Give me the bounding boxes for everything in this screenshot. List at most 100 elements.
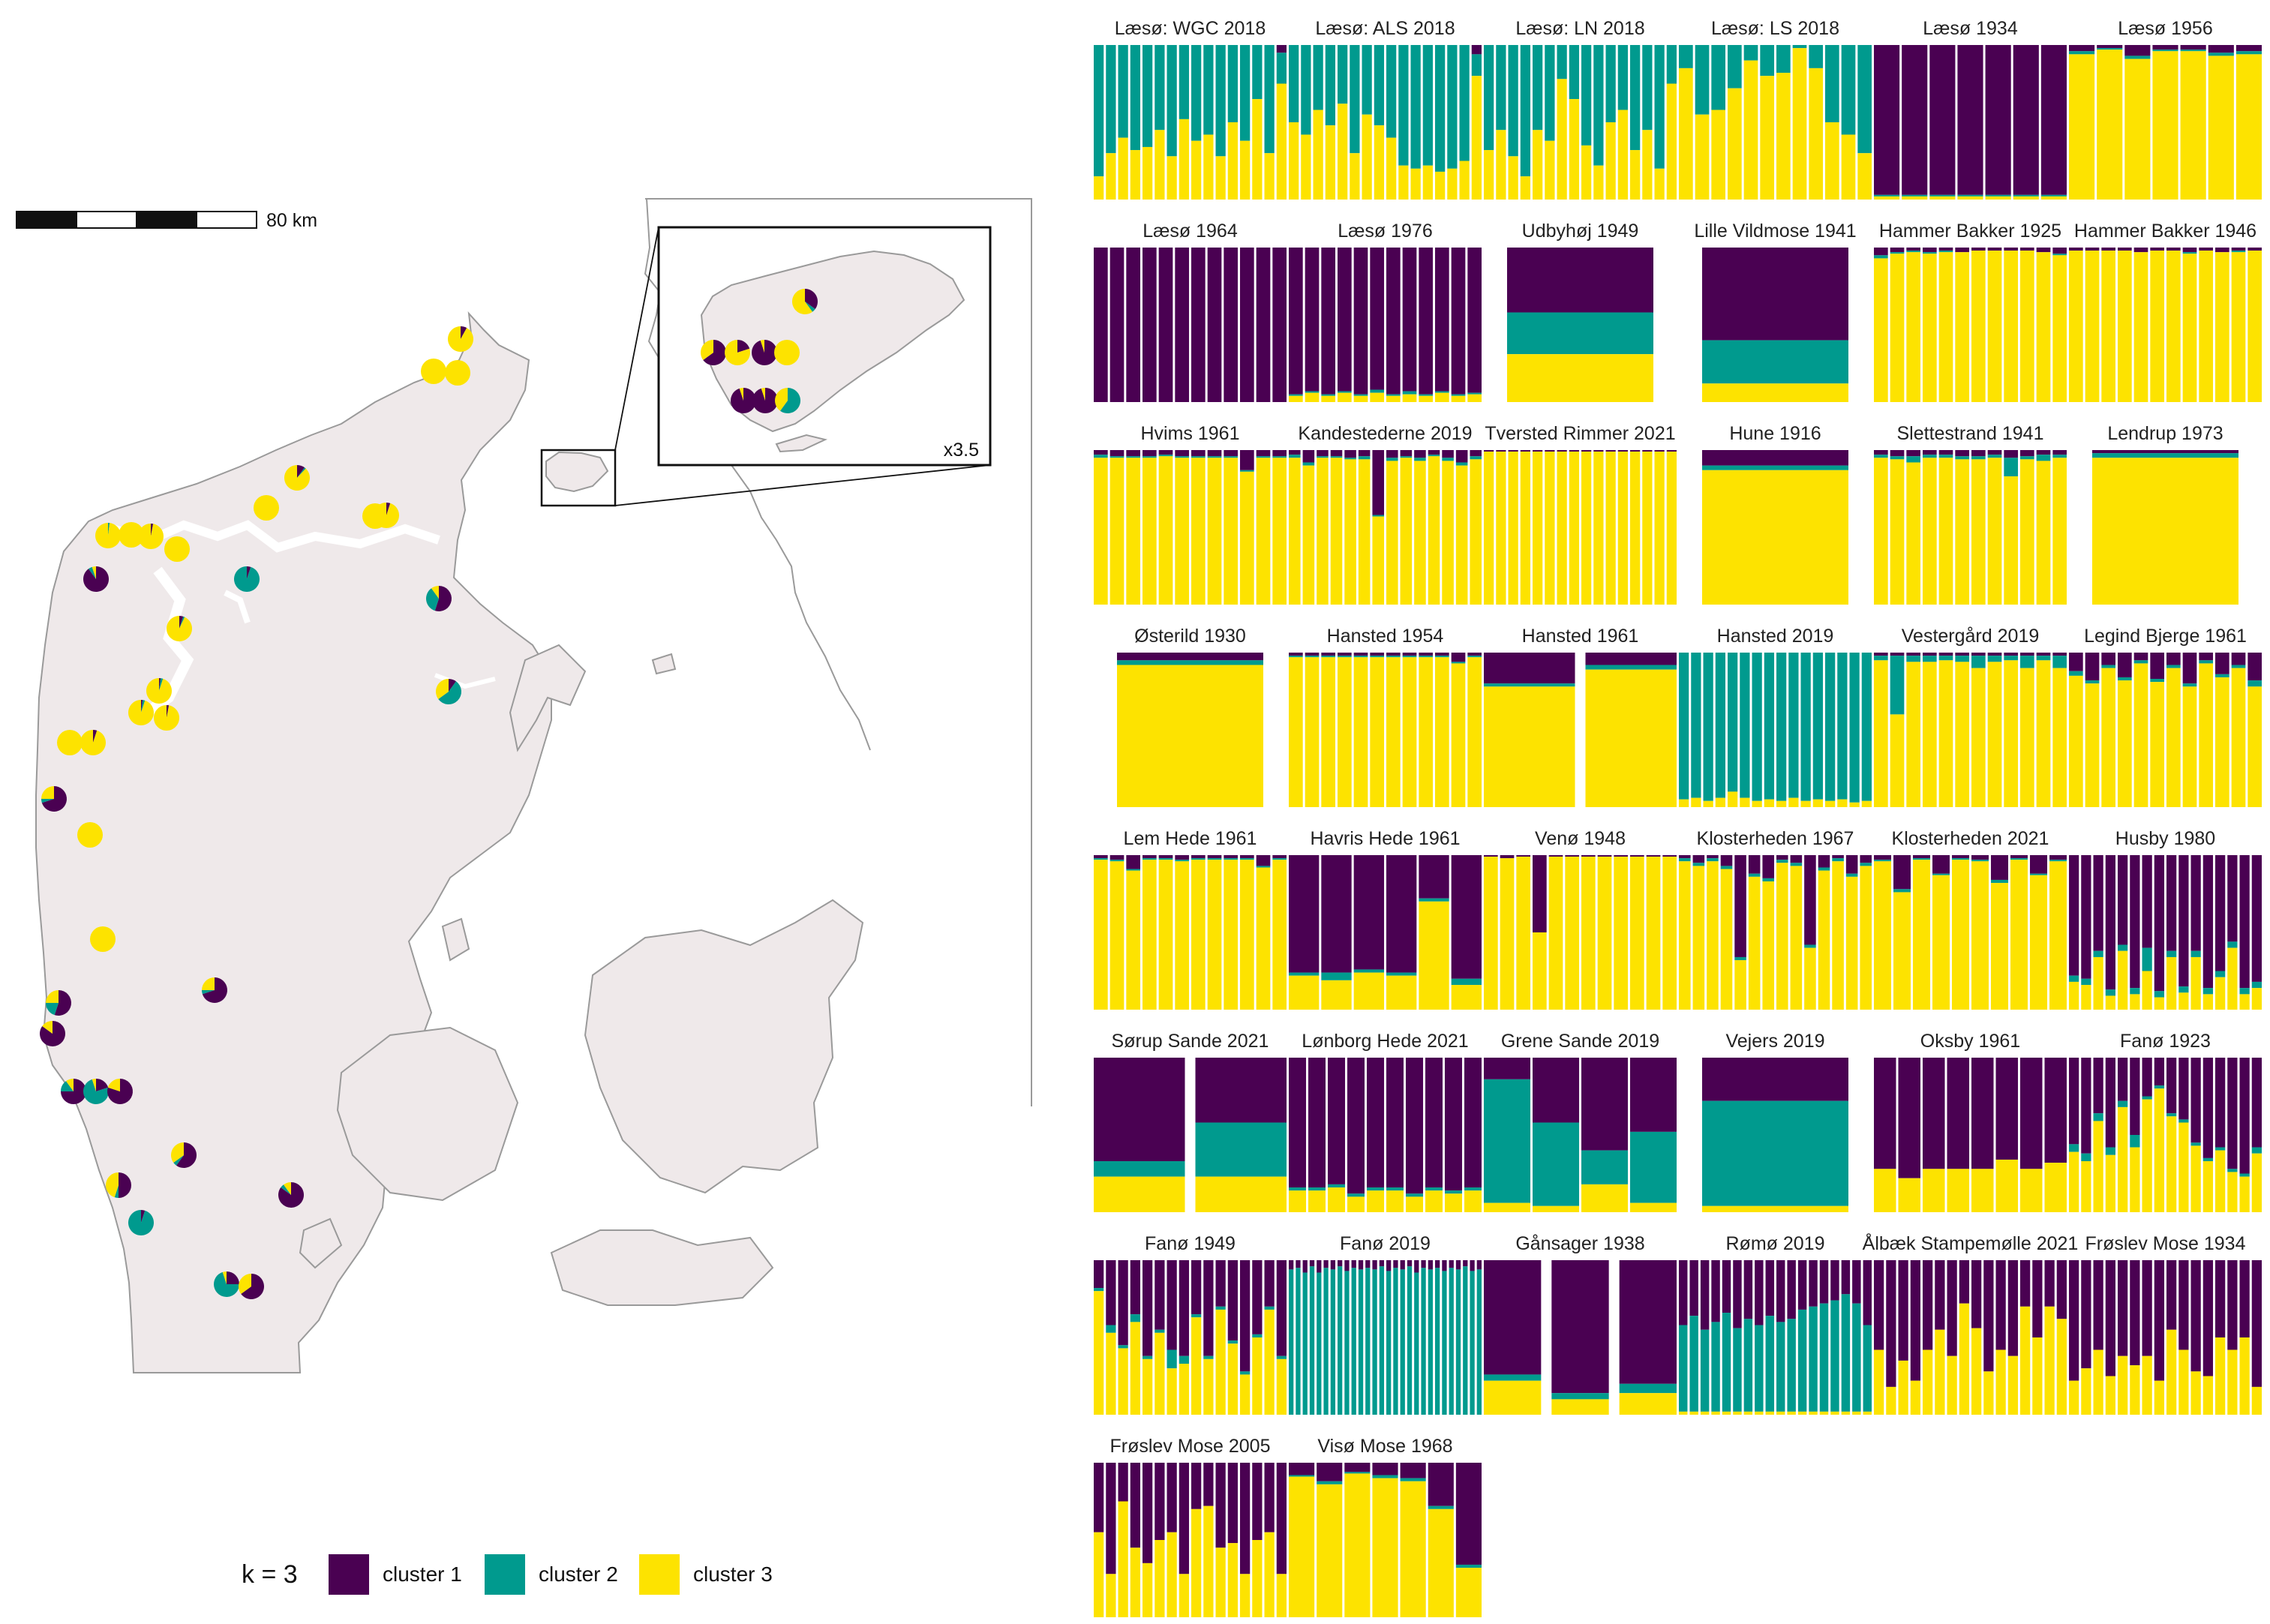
ancestry-bar-segment-cluster3	[1143, 146, 1153, 200]
ancestry-bar-segment-cluster3	[1642, 130, 1653, 200]
ancestry-bar-segment-cluster1	[2020, 1260, 2031, 1307]
ancestry-bar-segment-cluster2	[1819, 1303, 1829, 1412]
pie-slice-cluster3	[774, 340, 800, 365]
ancestry-bar-segment-cluster1	[1722, 1260, 1731, 1313]
ancestry-bar-segment-cluster1	[2020, 248, 2034, 251]
ancestry-bar-segment-cluster2	[1400, 456, 1413, 458]
ancestry-bar-segment-cluster3	[1143, 1358, 1153, 1415]
ancestry-bar-segment-cluster2	[2133, 660, 2148, 664]
ancestry-bar-segment-cluster1	[1175, 450, 1189, 457]
ancestry-bar-segment-cluster1	[2081, 855, 2091, 979]
ancestry-bar-segment-cluster2	[1449, 1268, 1454, 1415]
site-pie	[57, 730, 83, 755]
ancestry-bar-segment-cluster1	[1841, 1260, 1851, 1295]
ancestry-bar-segment-cluster3	[2247, 251, 2262, 402]
ancestry-bar-segment-cluster3	[1923, 1169, 1945, 1212]
ancestry-bar-segment-cluster3	[1455, 1568, 1482, 1617]
site-pie	[791, 289, 818, 314]
ancestry-bar-segment-cluster1	[2152, 45, 2178, 50]
ancestry-bar-segment-cluster2	[2030, 873, 2047, 875]
ancestry-bar-segment-cluster1	[1995, 1260, 2006, 1350]
ancestry-bar-segment-cluster1	[2247, 248, 2262, 251]
ancestry-bar-segment-cluster2	[1748, 873, 1761, 877]
site-pie	[107, 1079, 133, 1104]
site-pie	[95, 522, 122, 548]
ancestry-bar-segment-cluster2	[1617, 45, 1628, 110]
ancestry-bar-segment-cluster2	[1386, 45, 1397, 138]
ancestry-bar-segment-cluster3	[1743, 60, 1758, 200]
pie-slice-cluster1	[40, 1020, 66, 1046]
ancestry-bar-segment-cluster2	[1317, 456, 1329, 458]
als-island	[299, 1217, 343, 1269]
ancestry-bar-segment-cluster2	[2036, 455, 2051, 461]
ancestry-bar-segment-cluster3	[2154, 1380, 2164, 1415]
ancestry-bar-segment-cluster1	[1619, 1260, 1677, 1384]
ancestry-bar-segment-cluster2	[1776, 860, 1788, 863]
ancestry-bar-segment-cluster1	[1224, 248, 1238, 402]
ancestry-bar-segment-cluster2	[1240, 470, 1254, 472]
site-pie	[426, 586, 452, 611]
ancestry-bar-segment-cluster3	[1929, 196, 1956, 200]
ancestry-bar-segment-cluster2	[2239, 988, 2250, 995]
ancestry-bar-segment-cluster1	[1203, 1260, 1214, 1356]
ancestry-bar-segment-cluster3	[1227, 1343, 1238, 1415]
ancestry-bar-segment-cluster1	[1987, 248, 2002, 251]
ancestry-bar-segment-cluster1	[1308, 1058, 1326, 1188]
ancestry-bar-segment-cluster3	[1215, 1309, 1226, 1415]
ancestry-bar-segment-cluster3	[1545, 140, 1555, 200]
ancestry-bar-segment-cluster3	[2049, 861, 2067, 1010]
ancestry-bar-segment-cluster3	[1666, 83, 1677, 200]
ancestry-bar-segment-cluster2	[1289, 45, 1299, 122]
ancestry-bar-segment-cluster2	[1158, 455, 1173, 457]
ancestry-bar-segment-cluster1	[1923, 450, 1937, 455]
ancestry-bar-segment-cluster1	[2004, 248, 2018, 251]
ancestry-bar-segment-cluster1	[1455, 1260, 1461, 1270]
ancestry-bar-segment-cluster2	[1252, 1334, 1263, 1337]
ancestry-bar-segment-cluster3	[1874, 196, 1900, 200]
ancestry-bar-segment-cluster1	[1143, 1260, 1153, 1356]
ancestry-bar-segment-cluster3	[1353, 657, 1368, 807]
ancestry-bar-segment-cluster3	[1207, 458, 1222, 605]
ancestry-bar-segment-cluster3	[1459, 161, 1470, 200]
ancestry-bar-segment-cluster1	[1094, 1260, 1104, 1289]
ancestry-bar-segment-cluster3	[1305, 657, 1320, 807]
ancestry-bar-segment-cluster2	[1118, 45, 1128, 138]
ancestry-bar-segment-cluster1	[2130, 855, 2140, 989]
ancestry-bar-segment-cluster2	[1792, 45, 1807, 49]
ancestry-bar-segment-cluster1	[1809, 1260, 1818, 1307]
ancestry-bar-segment-cluster3	[2239, 1337, 2250, 1415]
ancestry-bar-segment-cluster3	[2081, 985, 2091, 1010]
ancestry-bar-segment-cluster1	[1533, 1058, 1579, 1123]
ancestry-bar-segment-cluster3	[1898, 1178, 1920, 1212]
ancestry-bar-segment-cluster1	[1207, 450, 1222, 457]
ancestry-bar-segment-cluster2	[1302, 1272, 1308, 1415]
inset-locator-box	[540, 449, 617, 507]
scale-bar-label: 80 km	[266, 210, 317, 231]
ancestry-bar-segment-cluster3	[1790, 866, 1803, 1010]
ancestry-bar-segment-cluster1	[1630, 450, 1641, 452]
ancestry-bar-segment-cluster3	[1642, 452, 1653, 605]
ancestry-bar-segment-cluster3	[1679, 1411, 1688, 1415]
ancestry-bar-segment-cluster1	[1370, 248, 1384, 390]
ancestry-bar-segment-cluster3	[1809, 1411, 1818, 1415]
site-pie	[774, 340, 800, 365]
panel-title: Legind Bjerge 1961	[2084, 626, 2247, 647]
ancestry-bar-segment-cluster2	[1317, 1272, 1322, 1415]
ancestry-bar-segment-cluster2	[1733, 1328, 1742, 1412]
ancestry-bar-segment-cluster2	[1240, 45, 1251, 141]
ancestry-bar-segment-cluster1	[1191, 450, 1206, 457]
ancestry-bar-segment-cluster2	[1321, 656, 1335, 658]
ancestry-bar-segment-cluster1	[2030, 855, 2047, 874]
ancestry-bar-segment-cluster3	[2208, 56, 2234, 200]
ancestry-bar-segment-cluster3	[1938, 660, 1953, 807]
ancestry-bar-segment-cluster2	[2199, 660, 2213, 664]
pie-slice-cluster2	[108, 522, 110, 536]
structure-panel: Frøslev Mose 1934	[2069, 1233, 2262, 1415]
ancestry-bar-segment-cluster1	[1581, 855, 1596, 857]
ancestry-bar-segment-cluster3	[1733, 1411, 1742, 1415]
ancestry-bar-segment-cluster1	[1932, 855, 1950, 874]
zealand-landmass	[584, 899, 864, 1194]
ancestry-bar-segment-cluster3	[2040, 196, 2067, 200]
ancestry-bar-segment-cluster3	[1923, 662, 1937, 807]
ancestry-bar-segment-cluster3	[1471, 76, 1482, 200]
